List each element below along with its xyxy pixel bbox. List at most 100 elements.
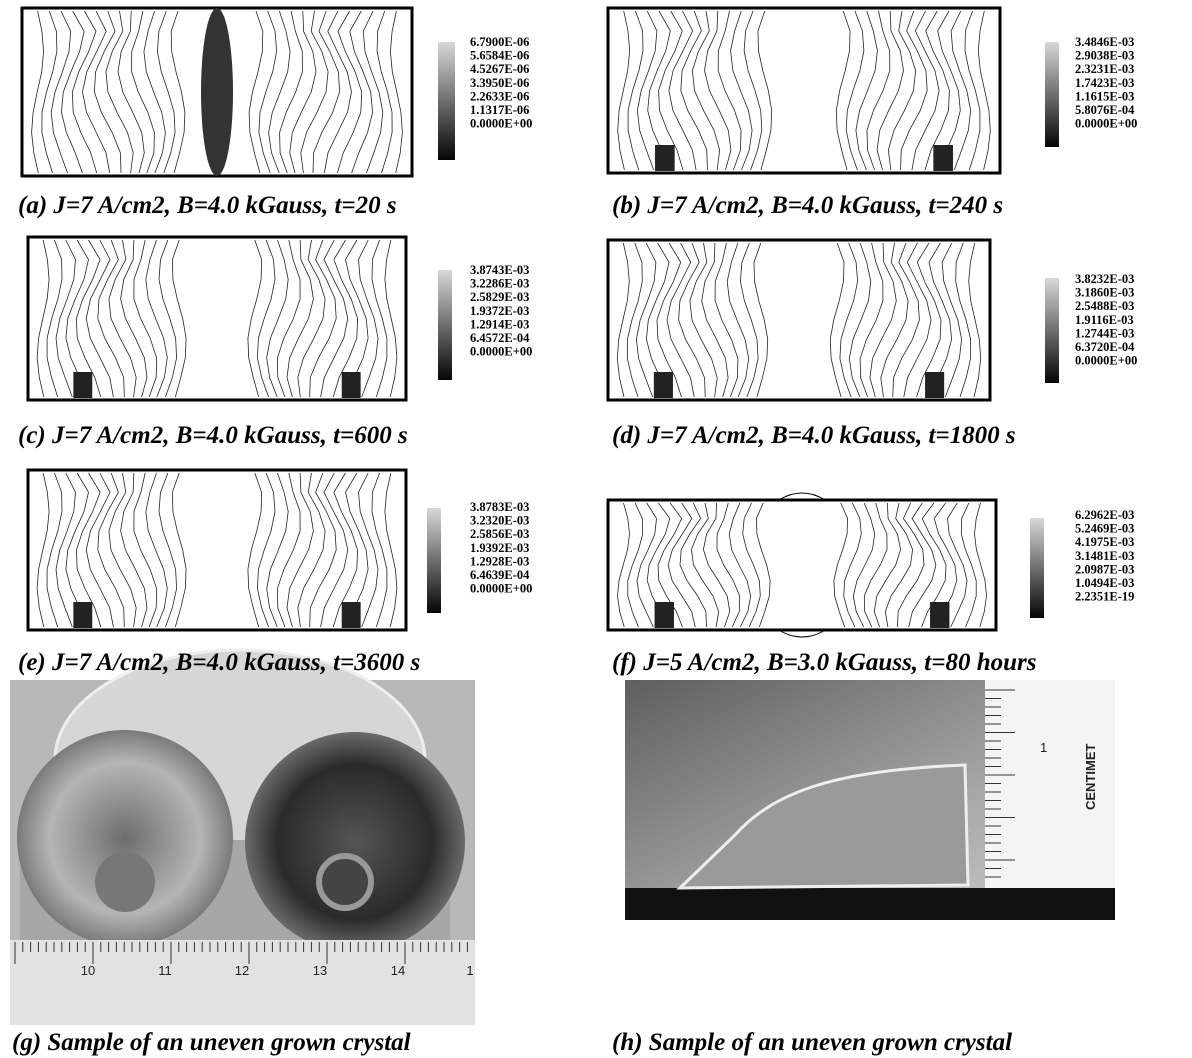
contour-line [729, 503, 751, 627]
contour-line [731, 11, 753, 170]
contour-line [159, 240, 177, 397]
colorbar-label: 1.2744E-03 [1075, 326, 1134, 340]
contour-line [885, 503, 912, 627]
contour-panel: 6.2962E-035.2469E-034.1975E-033.1481E-03… [608, 493, 1134, 676]
contour-line [860, 243, 883, 397]
contour-line [121, 473, 147, 627]
colorbar-label: 0.0000E+00 [1075, 354, 1137, 368]
contour-line [618, 11, 630, 170]
colorbar-label: 3.2320E-03 [470, 514, 529, 528]
colorbar-label: 3.4846E-03 [1075, 35, 1134, 49]
colorbar-label: 4.1975E-03 [1075, 535, 1134, 549]
colorbar-label: 2.5856E-03 [470, 527, 529, 541]
contour-line [691, 503, 718, 627]
colorbar-label: 1.9392E-03 [470, 541, 529, 555]
contour-line [287, 240, 313, 397]
colorbar-label: 3.3950E-06 [470, 76, 529, 90]
contour-core [342, 602, 361, 628]
contour-line [690, 243, 717, 397]
colorbar-label: 2.5488E-03 [1075, 299, 1134, 313]
contour-line [298, 240, 325, 397]
colorbar-label: 6.7900E-06 [470, 35, 529, 49]
contour-line [277, 240, 300, 397]
contour-line [157, 11, 175, 173]
page: {"panels":[ {"caption":"(a) J=7 A/cm2, B… [0, 0, 1192, 1058]
contour-line [853, 503, 875, 627]
colorbar [1045, 278, 1059, 383]
colorbar-label: 0.0000E+00 [470, 582, 532, 596]
contour-line [106, 11, 133, 173]
contour-line [744, 11, 762, 170]
contour-line [836, 11, 850, 170]
colorbar-label: 5.2469E-03 [1075, 522, 1134, 536]
colorbar-label: 2.2633E-06 [470, 89, 529, 103]
ruler-label: 14 [391, 963, 405, 978]
contour-panel: 3.8743E-033.2286E-032.5829E-031.9372E-03… [18, 237, 532, 449]
colorbar-label: 2.9038E-03 [1075, 49, 1134, 63]
colorbar-label: 1.0494E-03 [1075, 576, 1134, 590]
contour-line [109, 240, 136, 397]
colorbar-label: 3.1481E-03 [1075, 549, 1134, 563]
colorbar-label: 3.8783E-03 [470, 500, 529, 514]
contour-panel: 6.7900E-065.6584E-064.5267E-063.3950E-06… [18, 8, 532, 219]
figure: 10111213141 1CENTIMET 6.7900E-065.6584E-… [0, 0, 1192, 1058]
contour-line [951, 11, 971, 170]
contour-core [342, 372, 361, 398]
contour-line [846, 11, 864, 170]
contour-line [83, 11, 110, 173]
contour-line [844, 503, 862, 627]
contour-line [692, 11, 719, 170]
contour-line [978, 11, 990, 170]
contour-line [72, 11, 96, 173]
contour-line [856, 11, 878, 170]
colorbar-label: 6.3720E-04 [1075, 340, 1135, 354]
caption: (b) J=7 A/cm2, B=4.0 kGauss, t=240 s [612, 192, 1003, 219]
colorbar-label: 0.0000E+00 [470, 345, 532, 359]
contour-line [385, 473, 397, 627]
colorbar-label: 5.6584E-06 [470, 49, 529, 63]
contour-line [618, 503, 630, 627]
caption: (d) J=7 A/cm2, B=4.0 kGauss, t=1800 s [612, 422, 1016, 449]
colorbar [1030, 518, 1044, 618]
caption: (c) J=7 A/cm2, B=4.0 kGauss, t=600 s [18, 422, 408, 449]
contour-line [37, 240, 49, 397]
contour-line [359, 240, 379, 397]
contour-core [930, 602, 949, 628]
contour-line [363, 11, 383, 173]
colorbar-label: 1.2928E-03 [470, 554, 529, 568]
contour-line [32, 11, 44, 173]
contour-line [109, 473, 136, 627]
contour-line [298, 473, 325, 627]
colorbar-label: 2.2351E-19 [1075, 590, 1134, 604]
contour-core [925, 372, 944, 398]
contour-line [834, 503, 848, 627]
contour-line [942, 243, 962, 397]
ruler-label: 12 [235, 963, 249, 978]
contour-panel: 3.4846E-032.9038E-032.3231E-031.7423E-03… [608, 8, 1137, 219]
contour-core [73, 372, 92, 398]
colorbar [1045, 42, 1059, 147]
colorbar-label: 1.1317E-06 [470, 103, 529, 117]
contour-line [249, 11, 263, 173]
contour-line [628, 11, 643, 170]
contour-line [257, 240, 275, 397]
contour-line [324, 11, 351, 173]
ruler-label: 10 [81, 963, 95, 978]
colorbar-label: 0.0000E+00 [1075, 117, 1137, 131]
caption: (f) J=5 A/cm2, B=3.0 kGauss, t=80 hours [612, 649, 1037, 676]
contour-line [874, 503, 900, 627]
colorbar [427, 508, 441, 613]
colorbar-label: 1.7423E-03 [1075, 76, 1134, 90]
contour-line [359, 473, 379, 627]
contour-line [134, 473, 157, 627]
colorbar-label: 2.5829E-03 [470, 290, 529, 304]
contour-line [56, 473, 76, 627]
contour-line [636, 243, 656, 397]
contour-line [350, 11, 373, 173]
contour-line [385, 240, 397, 397]
contour-core [933, 145, 953, 171]
contour-line [758, 11, 772, 170]
contour-line [870, 243, 896, 397]
caption: (g) Sample of an uneven grown crystal [12, 1029, 411, 1056]
